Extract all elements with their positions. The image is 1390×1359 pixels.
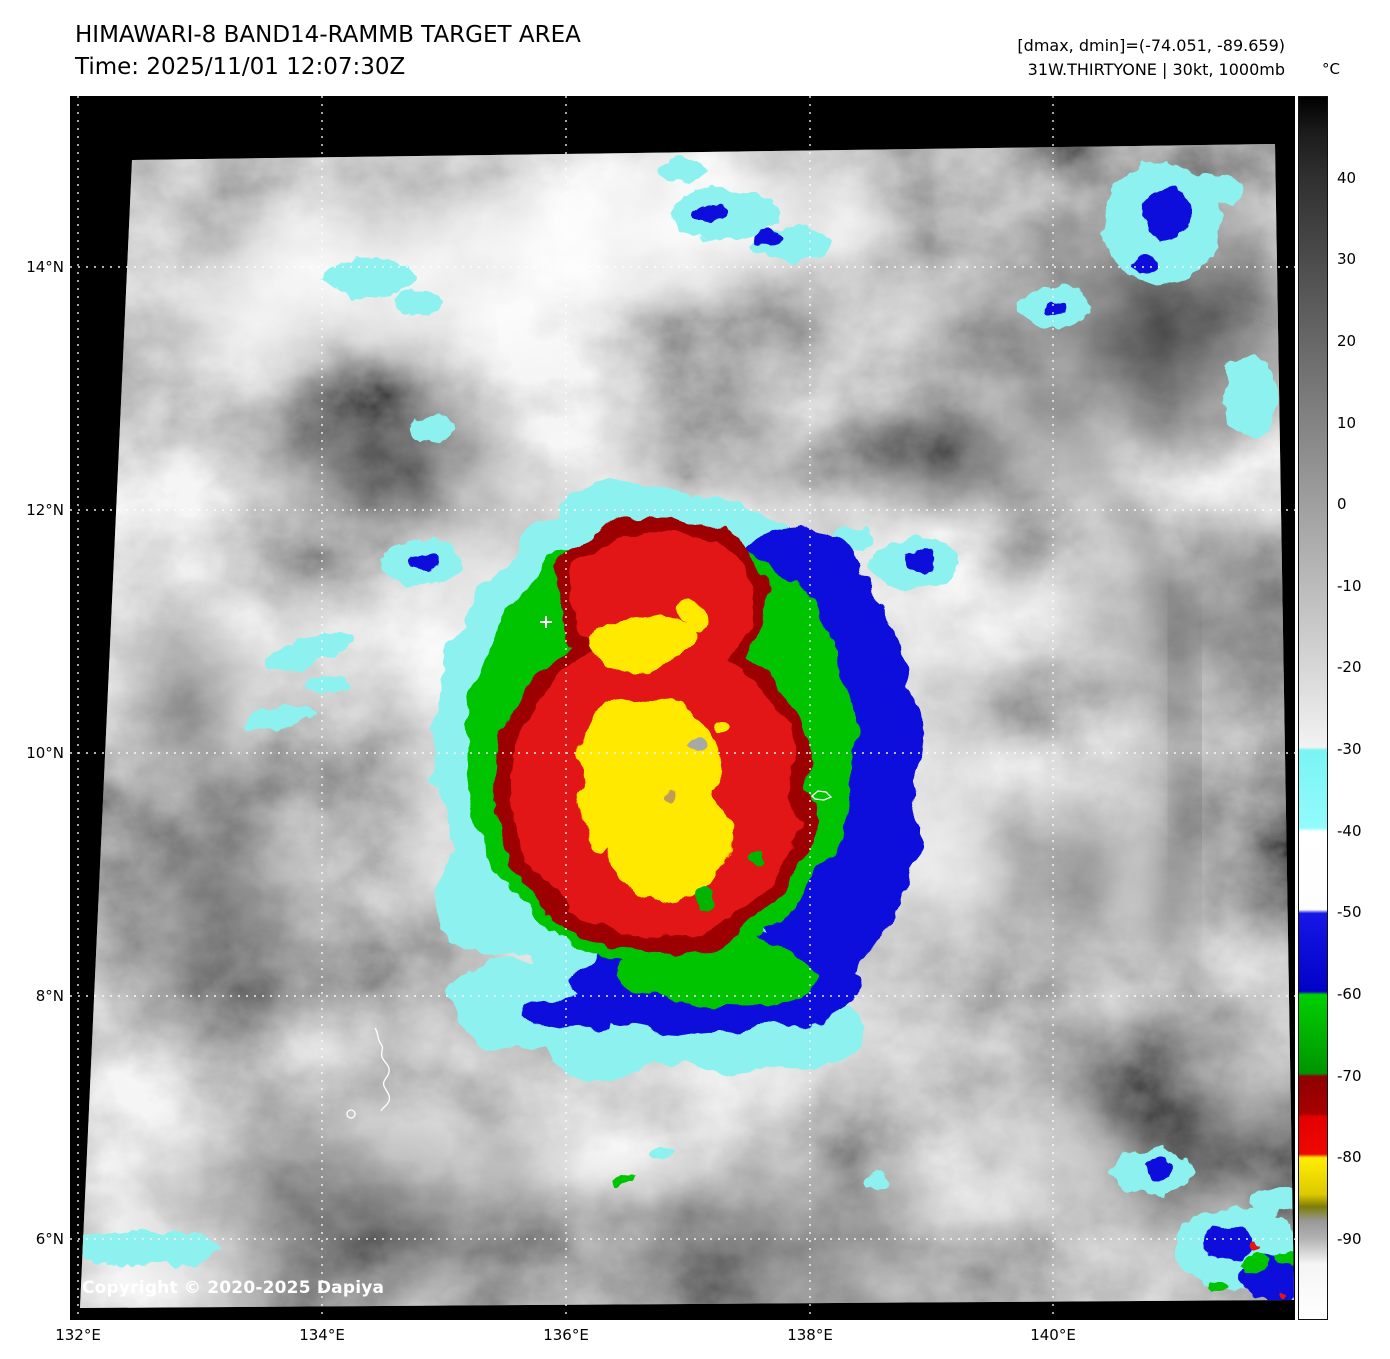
lon-label: 140°E [1030,1326,1076,1344]
colorbar-tick: 0 [1337,495,1347,513]
colorbar-tick: 20 [1337,332,1357,350]
dmax-dmin-readout: [dmax, dmin]=(-74.051, -89.659) [1017,36,1285,55]
colorbar-tick: -70 [1337,1067,1362,1085]
figure-time-label: Time: 2025/11/01 12:07:30Z [75,54,406,80]
figure-title: HIMAWARI-8 BAND14-RAMMB TARGET AREA [75,22,581,48]
satellite-image [70,96,1295,1320]
colorbar-tick: -10 [1337,577,1362,595]
colorbar-tick: -50 [1337,903,1362,921]
lon-label: 136°E [543,1326,589,1344]
lat-label: 10°N [26,744,64,762]
colorbar-tick: -20 [1337,658,1362,676]
storm-id-readout: 31W.THIRTYONE | 30kt, 1000mb [1027,60,1285,79]
plus-marker [540,616,552,628]
lat-label: 12°N [26,501,64,519]
colorbar-tick: -30 [1337,740,1362,758]
colorbar-tick: -90 [1337,1230,1362,1248]
coastlines [346,790,833,1119]
colorbar-tick: 30 [1337,250,1357,268]
temperature-colorbar [1298,96,1328,1320]
colorbar-tick: 10 [1337,414,1357,432]
lon-label: 138°E [787,1326,833,1344]
colorbar-unit-label: °C [1322,60,1340,78]
lat-label: 14°N [26,258,64,276]
lat-label: 8°N [35,987,64,1005]
lat-label: 6°N [35,1230,64,1248]
lon-label: 132°E [55,1326,101,1344]
colorbar-tick: -60 [1337,985,1362,1003]
colorbar-tick: -80 [1337,1148,1362,1166]
satellite-map-panel: Copyright © 2020-2025 Dapiya [70,96,1295,1320]
copyright-label: Copyright © 2020-2025 Dapiya [82,1278,385,1298]
lon-label: 134°E [299,1326,345,1344]
storm-cold-core [430,481,919,1081]
cloud-field [80,144,1294,1308]
colorbar-tick: 40 [1337,169,1357,187]
colorbar-tick: -40 [1337,822,1362,840]
cold-cloud-patches [80,159,1294,1302]
